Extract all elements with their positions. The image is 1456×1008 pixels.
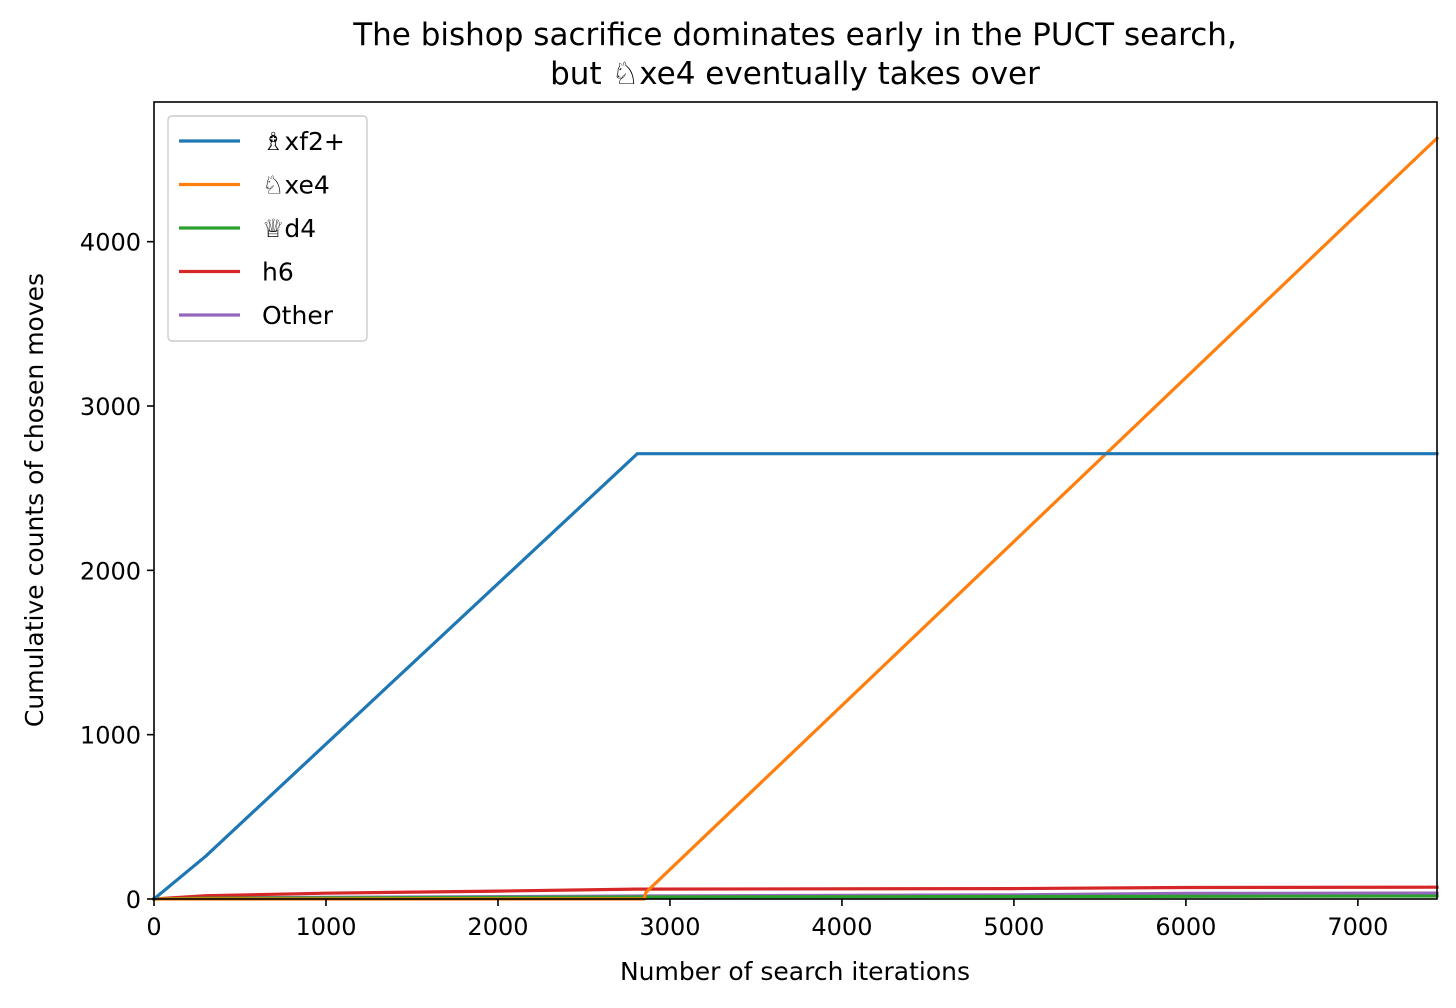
- x-tick-label-3: 3000: [639, 913, 700, 941]
- chart-title-line-2: but ♘xe4 eventually takes over: [550, 56, 1040, 92]
- y-tick-label-3: 3000: [80, 393, 141, 421]
- series-line-3: [152, 885, 1439, 901]
- x-axis-ticks: 0 1000 2000 3000 4000 5000 6000 7000: [146, 899, 1388, 941]
- y-tick-label-0: 0: [126, 886, 141, 914]
- y-tick-label-2: 2000: [80, 557, 141, 585]
- x-tick-label-4: 4000: [811, 913, 872, 941]
- y-tick-label-4: 4000: [80, 229, 141, 257]
- y-tick-label-1: 1000: [80, 722, 141, 750]
- x-tick-label-7: 7000: [1327, 913, 1388, 941]
- x-tick-label-6: 6000: [1155, 913, 1216, 941]
- legend-box: [167, 115, 368, 342]
- legend-label-2: ♕d4: [262, 214, 316, 243]
- x-tick-label-2: 2000: [467, 913, 528, 941]
- y-axis-label: Cumulative counts of chosen moves: [20, 273, 49, 727]
- plot-frame: [153, 101, 1438, 900]
- legend-label-1: ♘xe4: [262, 171, 330, 200]
- legend: ♗xf2+ ♘xe4 ♕d4 h6 Other: [167, 115, 368, 342]
- legend-label-4: Other: [262, 301, 334, 330]
- x-tick-label-0: 0: [146, 913, 161, 941]
- x-tick-label-1: 1000: [295, 913, 356, 941]
- x-axis-label: Number of search iterations: [620, 957, 970, 986]
- series-line-0: [151, 452, 1439, 902]
- y-axis-ticks: 0 1000 2000 3000 4000: [80, 229, 154, 914]
- legend-label-3: h6: [262, 258, 294, 287]
- chart-title-line-1: The bishop sacrifice dominates early in …: [352, 17, 1237, 53]
- legend-label-0: ♗xf2+: [262, 127, 345, 156]
- x-tick-label-5: 5000: [983, 913, 1044, 941]
